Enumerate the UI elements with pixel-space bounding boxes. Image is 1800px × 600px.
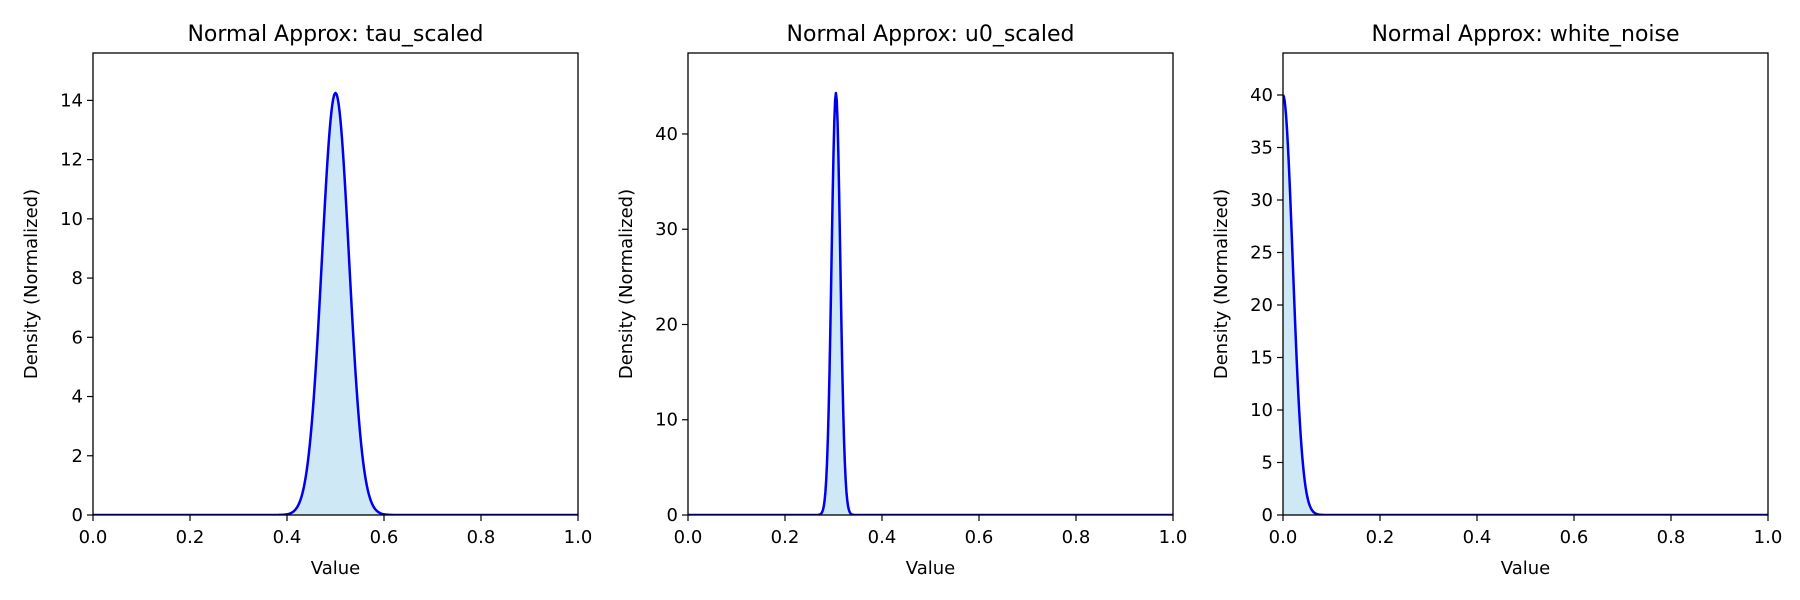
y-tick-label: 20 xyxy=(1250,295,1273,316)
x-tick-label: 0.2 xyxy=(771,527,800,548)
y-tick-label: 30 xyxy=(1250,190,1273,211)
y-tick-label: 10 xyxy=(655,410,678,431)
y-tick-label: 15 xyxy=(1250,348,1273,369)
x-tick-label: 0.4 xyxy=(868,527,897,548)
y-tick-label: 5 xyxy=(1262,453,1273,474)
x-tick-label: 0.0 xyxy=(79,527,108,548)
y-tick-label: 2 xyxy=(72,446,83,467)
y-tick-label: 35 xyxy=(1250,138,1273,159)
axes-frame xyxy=(687,52,1174,516)
axes-frame xyxy=(1282,52,1769,516)
y-axis-label: Density (Normalized) xyxy=(21,189,42,379)
density-fill xyxy=(93,92,578,515)
x-tick-label: 0.4 xyxy=(1463,527,1492,548)
x-tick-label: 0.2 xyxy=(1366,527,1395,548)
x-tick-label: 0.8 xyxy=(1657,527,1686,548)
x-tick-label: 1.0 xyxy=(564,527,593,548)
y-tick-label: 25 xyxy=(1250,243,1273,264)
y-tick-label: 0 xyxy=(72,505,83,526)
x-tick-label: 0.6 xyxy=(370,527,399,548)
y-tick-label: 0 xyxy=(667,505,678,526)
x-tick-label: 0.8 xyxy=(1062,527,1091,548)
subplot-white-noise: Normal Approx: white_noise Value Density… xyxy=(1211,22,1782,579)
subplot-title: Normal Approx: white_noise xyxy=(1371,22,1679,47)
x-tick-label: 0.0 xyxy=(1269,527,1298,548)
plot-area xyxy=(93,91,578,515)
y-tick-label: 12 xyxy=(60,150,83,171)
y-tick-label: 40 xyxy=(1250,85,1273,106)
x-axis-label: Value xyxy=(906,558,955,579)
x-tick-label: 0.2 xyxy=(176,527,205,548)
y-tick-label: 14 xyxy=(60,90,83,111)
y-tick-label: 4 xyxy=(72,387,83,408)
density-line xyxy=(93,91,578,515)
x-tick-label: 1.0 xyxy=(1159,527,1188,548)
axes-frame xyxy=(92,52,579,516)
y-tick-label: 20 xyxy=(655,314,678,335)
x-tick-label: 0.6 xyxy=(965,527,994,548)
x-tick-label: 0.6 xyxy=(1560,527,1589,548)
y-tick-label: 10 xyxy=(60,209,83,230)
y-tick-label: 8 xyxy=(72,268,83,289)
x-tick-label: 0.8 xyxy=(467,527,496,548)
x-tick-label: 0.0 xyxy=(674,527,703,548)
subplot-tau-scaled: Normal Approx: tau_scaled Value Density … xyxy=(21,22,592,579)
y-tick-label: 40 xyxy=(655,124,678,145)
y-axis-label: Density (Normalized) xyxy=(616,189,637,379)
y-tick-label: 0 xyxy=(1262,505,1273,526)
y-axis-label: Density (Normalized) xyxy=(1211,189,1232,379)
x-tick-label: 1.0 xyxy=(1754,527,1783,548)
subplot-title: Normal Approx: u0_scaled xyxy=(787,22,1075,47)
y-tick-label: 30 xyxy=(655,219,678,240)
x-axis-label: Value xyxy=(311,558,360,579)
x-tick-label: 0.4 xyxy=(273,527,302,548)
y-tick-label: 10 xyxy=(1250,400,1273,421)
subplot-title: Normal Approx: tau_scaled xyxy=(187,22,483,47)
y-tick-label: 6 xyxy=(72,327,83,348)
subplot-u0-scaled: Normal Approx: u0_scaled Value Density (… xyxy=(616,22,1187,579)
x-axis-label: Value xyxy=(1501,558,1550,579)
